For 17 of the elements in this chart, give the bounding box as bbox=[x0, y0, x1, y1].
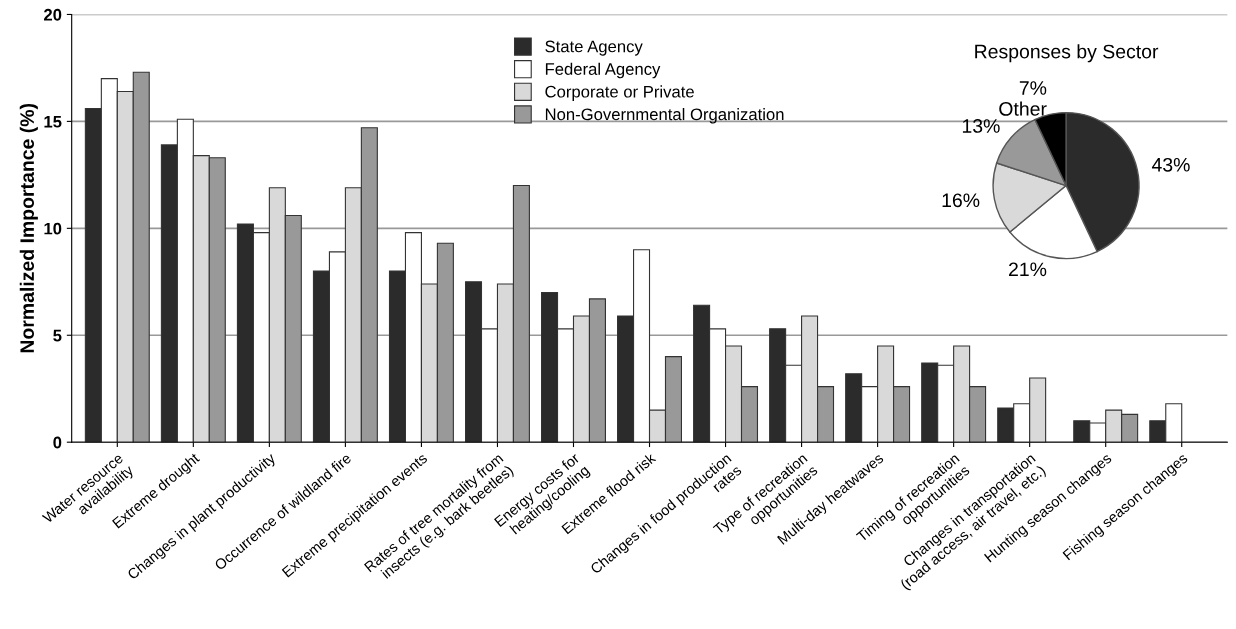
data-label: 16% bbox=[942, 193, 980, 208]
y-tick-label: 10 bbox=[44, 222, 62, 235]
data-label: 43% bbox=[1151, 157, 1190, 172]
slice-label: Other bbox=[999, 101, 1047, 116]
legend-label: Federal Agency bbox=[545, 62, 661, 79]
y-tick-label: 0 bbox=[53, 436, 62, 449]
y-axis-title: Normalized Importance (%) bbox=[19, 103, 38, 353]
y-tick-label: 20 bbox=[44, 8, 62, 21]
data-label: 7% bbox=[1019, 81, 1047, 95]
legend-label: State Agency bbox=[545, 40, 643, 56]
chart-title: Responses by Sector bbox=[975, 44, 1159, 63]
legend-label: Corporate or Private bbox=[545, 85, 694, 101]
y-tick-label: 5 bbox=[53, 329, 62, 342]
data-label: 21% bbox=[1009, 262, 1047, 277]
y-tick-label: 15 bbox=[44, 115, 62, 128]
legend-label: Non-Governmental Organization bbox=[545, 107, 784, 124]
data-label: 13% bbox=[962, 119, 1000, 133]
